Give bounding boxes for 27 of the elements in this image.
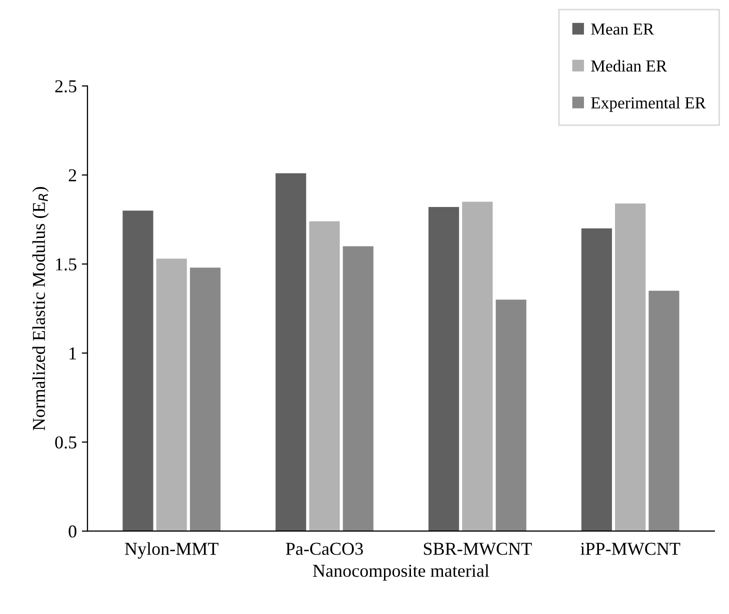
y-tick-label: 0.5 — [55, 436, 76, 449]
x-axis-title: Nanocomposite material — [312, 564, 490, 581]
bar — [122, 210, 154, 532]
legend-label: Experimental ER — [591, 96, 706, 112]
x-tick-label: SBR-MWCNT — [424, 542, 532, 556]
bar — [156, 258, 187, 532]
y-tick-label: 0 — [68, 525, 76, 538]
bar — [276, 173, 306, 532]
bar — [648, 290, 680, 532]
bar — [462, 202, 493, 532]
y-axis-title: Normalized Elastic Modulus (E$_{R}$) — [32, 187, 49, 430]
y-tick-label: 1.5 — [56, 258, 76, 271]
bar — [581, 228, 612, 532]
bar — [342, 246, 374, 532]
x-tick-label: Nylon-MMT — [124, 542, 218, 559]
bar — [309, 221, 340, 532]
x-tick-label: iPP-MWCNT — [580, 542, 680, 556]
bar — [615, 203, 646, 532]
y-tick-label: 2.5 — [55, 80, 76, 92]
bar — [190, 268, 221, 532]
bar — [496, 300, 526, 532]
y-tick-label: 1 — [70, 347, 76, 360]
x-tick-label: Pa-CaCO3 — [286, 542, 363, 555]
legend-label: Median ER — [591, 60, 667, 72]
bar — [428, 207, 460, 532]
legend-label: Mean ER — [591, 24, 654, 35]
y-tick-label: 2 — [68, 169, 76, 182]
